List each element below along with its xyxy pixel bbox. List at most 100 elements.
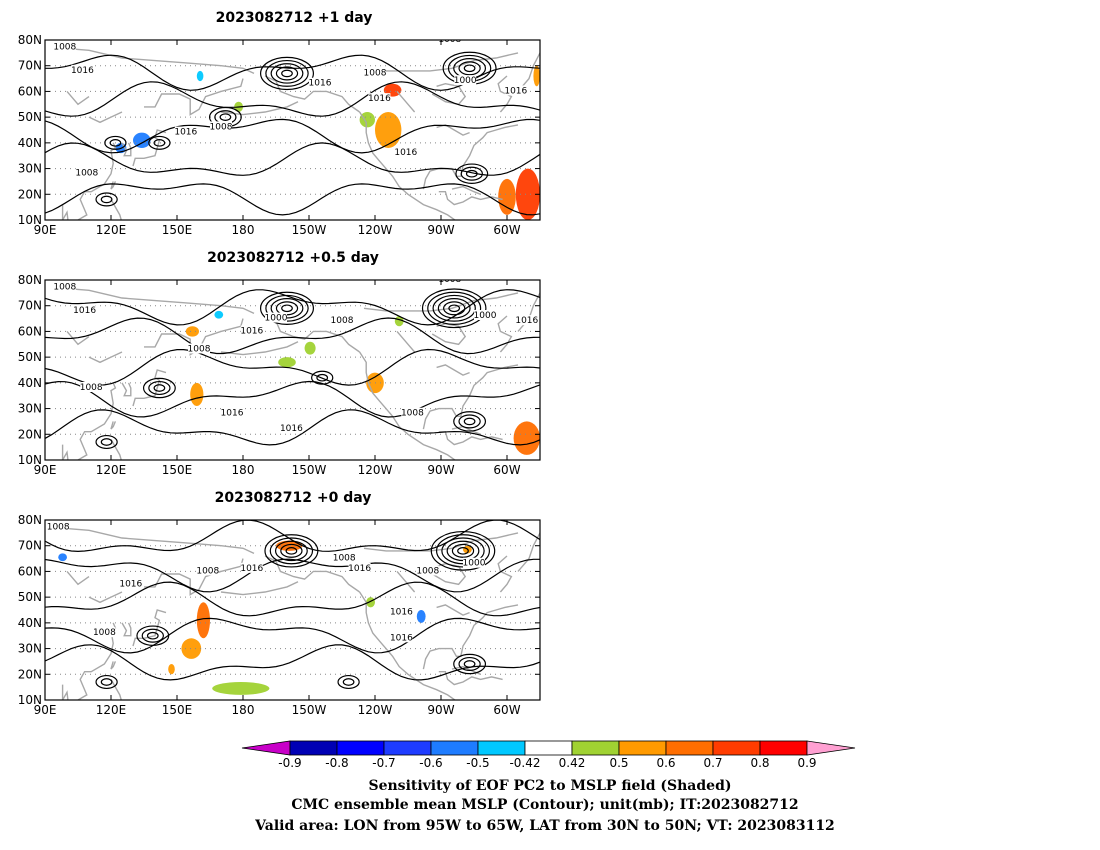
contour-label: 1008	[188, 344, 211, 354]
map-panels: 2023082712 +1 day 1008 1016 1008 1016 1016 101…	[18, 10, 541, 717]
shading-region	[214, 310, 224, 319]
isobar	[45, 317, 540, 355]
lat-tick-label: 10N	[18, 453, 42, 467]
lon-tick-label: 180	[232, 223, 255, 237]
coastline	[132, 369, 167, 407]
panel-title: 2023082712 +0 day	[215, 490, 372, 506]
shading-region	[359, 112, 375, 128]
lon-tick-label: 150E	[162, 703, 193, 717]
coastline	[396, 90, 416, 113]
pressure-center-isobar	[430, 530, 496, 571]
colorbar-segment	[665, 740, 714, 756]
coastline	[436, 364, 470, 376]
pressure-center-isobar	[219, 113, 232, 121]
coastline	[61, 444, 69, 460]
pressure-center-isobar	[448, 304, 461, 313]
contour-label-bg	[188, 343, 210, 354]
colorbar-segment	[759, 740, 808, 756]
lon-tick-label: 90E	[34, 463, 57, 477]
contour-label: 1016	[119, 579, 142, 589]
lon-tick-label: 60W	[493, 703, 520, 717]
pressure-center-isobar	[153, 384, 166, 392]
lat-tick-label: 40N	[18, 136, 42, 150]
coastline	[359, 591, 457, 700]
coastline	[121, 382, 132, 397]
coastline	[110, 661, 117, 670]
contour-label: 1016	[73, 306, 96, 316]
lon-tick-label: 120E	[96, 463, 127, 477]
lat-tick-label: 80N	[18, 513, 42, 527]
contour-label: 1016	[368, 94, 391, 104]
lat-tick-label: 70N	[18, 59, 42, 73]
contour-label: 1008	[75, 169, 98, 179]
contour-label: 1008	[47, 523, 70, 533]
pressure-center-isobar	[265, 59, 309, 87]
pressure-center-isobar	[421, 288, 487, 329]
pressure-center-isobar	[275, 66, 299, 81]
contour-label-bg	[438, 40, 461, 44]
isobar	[45, 81, 540, 117]
pressure-center-isobar	[109, 139, 122, 147]
coastline	[144, 558, 244, 596]
contour-label: 1008	[333, 554, 356, 564]
lat-tick-label: 30N	[18, 162, 42, 176]
coastline	[517, 532, 540, 572]
pressure-center-isobar	[458, 656, 481, 672]
pressure-center-isobar	[451, 543, 475, 558]
pressure-center-isobar	[153, 139, 166, 147]
coastline	[436, 604, 470, 616]
lat-tick-label: 10N	[18, 213, 42, 227]
coastline	[363, 52, 519, 72]
colorbar-segment	[477, 740, 526, 756]
contour-label-bg	[75, 167, 98, 178]
pressure-center-isobar	[260, 56, 315, 91]
pressure-center-isobar	[443, 301, 466, 316]
lon-tick-label: 180	[232, 463, 255, 477]
pressure-center-isobar	[458, 414, 481, 429]
contour-label-bg	[390, 606, 413, 617]
shading-region	[58, 553, 67, 562]
contour-label-bg	[390, 632, 413, 643]
shading-region	[533, 65, 540, 87]
coastline	[61, 684, 69, 700]
pressure-center-isobar	[100, 195, 113, 204]
isobar	[45, 409, 540, 446]
map-area: 1008 1016 1008 1016 1016 1016 1008 1008 1016 1000…	[45, 40, 540, 220]
colorbar-segment	[571, 740, 620, 756]
contour-label: 1016	[390, 608, 413, 618]
lon-tick-label: 150W	[292, 703, 327, 717]
contour-label: 1008	[196, 566, 219, 576]
contour-label-bg	[221, 407, 243, 418]
contour-label-bg	[333, 552, 356, 563]
pressure-center-isobar	[458, 61, 481, 76]
colorbar-label: 0.5	[609, 756, 628, 770]
contour-label-bg	[240, 325, 263, 336]
contour-label: 1016	[504, 86, 527, 96]
contour-label-bg	[515, 315, 538, 326]
coastline	[497, 555, 513, 593]
colorbar-high-arrow	[806, 740, 856, 756]
pressure-center-isobar	[104, 135, 127, 150]
colorbar-label: -0.5	[466, 756, 489, 770]
colorbar-segment	[618, 740, 667, 756]
pressure-center-isobar	[269, 537, 314, 565]
contour-label: 1016	[240, 564, 263, 574]
lat-tick-label: 40N	[18, 616, 42, 630]
pressure-center-isobar	[337, 674, 360, 690]
coastline	[396, 570, 416, 593]
contour-label-bg	[80, 382, 103, 392]
coastline	[220, 341, 299, 356]
contour-label-bg	[454, 75, 477, 86]
pressure-center-isobar	[95, 674, 118, 690]
lon-tick-label: 180	[232, 703, 255, 717]
pressure-center-isobar	[453, 411, 487, 432]
pressure-center-isobar	[146, 631, 159, 640]
panel-title: 2023082712 +1 day	[216, 10, 373, 26]
pressure-center-isobar	[427, 291, 482, 325]
coastline	[88, 351, 123, 364]
lon-tick-label: 90W	[427, 703, 454, 717]
contour-label: 1016	[309, 79, 332, 89]
contour-label: 1016	[515, 316, 538, 326]
